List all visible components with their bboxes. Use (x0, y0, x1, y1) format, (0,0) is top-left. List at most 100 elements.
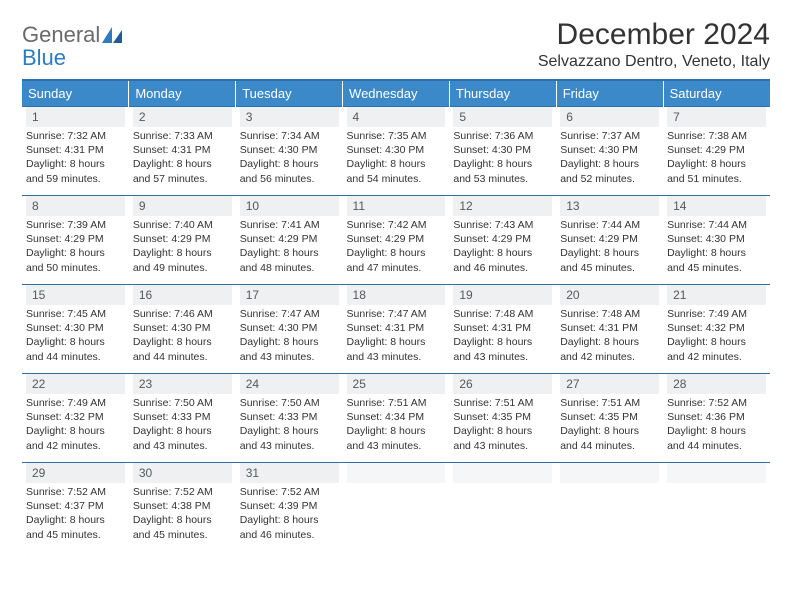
calendar-day-cell (449, 463, 556, 552)
day-number: 31 (240, 463, 339, 483)
weekday-header-row: Sunday Monday Tuesday Wednesday Thursday… (22, 80, 770, 107)
day-number: 20 (560, 285, 659, 305)
day-daylight: Daylight: 8 hours and 45 minutes. (667, 246, 766, 274)
calendar-page: General Blue December 2024 Selvazzano De… (0, 0, 792, 612)
day-number (667, 463, 766, 483)
day-number: 27 (560, 374, 659, 394)
day-daylight: Daylight: 8 hours and 46 minutes. (453, 246, 552, 274)
day-details: Sunrise: 7:34 AMSunset: 4:30 PMDaylight:… (240, 129, 339, 186)
day-sunset: Sunset: 4:35 PM (560, 410, 659, 424)
day-details: Sunrise: 7:45 AMSunset: 4:30 PMDaylight:… (26, 307, 125, 364)
calendar-day-cell: 7Sunrise: 7:38 AMSunset: 4:29 PMDaylight… (663, 107, 770, 196)
day-daylight: Daylight: 8 hours and 56 minutes. (240, 157, 339, 185)
day-details: Sunrise: 7:48 AMSunset: 4:31 PMDaylight:… (453, 307, 552, 364)
calendar-day-cell (343, 463, 450, 552)
day-number: 10 (240, 196, 339, 216)
day-number: 14 (667, 196, 766, 216)
day-sunset: Sunset: 4:32 PM (26, 410, 125, 424)
day-details: Sunrise: 7:52 AMSunset: 4:39 PMDaylight:… (240, 485, 339, 542)
calendar-day-cell: 30Sunrise: 7:52 AMSunset: 4:38 PMDayligh… (129, 463, 236, 552)
day-sunset: Sunset: 4:31 PM (347, 321, 446, 335)
calendar-day-cell: 31Sunrise: 7:52 AMSunset: 4:39 PMDayligh… (236, 463, 343, 552)
day-number: 30 (133, 463, 232, 483)
day-sunset: Sunset: 4:30 PM (26, 321, 125, 335)
day-sunrise: Sunrise: 7:52 AM (133, 485, 232, 499)
day-sunset: Sunset: 4:30 PM (667, 232, 766, 246)
calendar-day-cell: 8Sunrise: 7:39 AMSunset: 4:29 PMDaylight… (22, 196, 129, 285)
calendar-week-row: 15Sunrise: 7:45 AMSunset: 4:30 PMDayligh… (22, 285, 770, 374)
day-details: Sunrise: 7:41 AMSunset: 4:29 PMDaylight:… (240, 218, 339, 275)
day-daylight: Daylight: 8 hours and 51 minutes. (667, 157, 766, 185)
calendar-day-cell: 16Sunrise: 7:46 AMSunset: 4:30 PMDayligh… (129, 285, 236, 374)
day-sunset: Sunset: 4:29 PM (560, 232, 659, 246)
day-number: 2 (133, 107, 232, 127)
day-sunset: Sunset: 4:29 PM (667, 143, 766, 157)
day-sunset: Sunset: 4:35 PM (453, 410, 552, 424)
calendar-week-row: 29Sunrise: 7:52 AMSunset: 4:37 PMDayligh… (22, 463, 770, 552)
day-sunrise: Sunrise: 7:41 AM (240, 218, 339, 232)
day-sunset: Sunset: 4:31 PM (26, 143, 125, 157)
calendar-day-cell: 12Sunrise: 7:43 AMSunset: 4:29 PMDayligh… (449, 196, 556, 285)
calendar-day-cell: 25Sunrise: 7:51 AMSunset: 4:34 PMDayligh… (343, 374, 450, 463)
day-number: 23 (133, 374, 232, 394)
calendar-day-cell: 4Sunrise: 7:35 AMSunset: 4:30 PMDaylight… (343, 107, 450, 196)
day-sunrise: Sunrise: 7:35 AM (347, 129, 446, 143)
weekday-header: Monday (129, 80, 236, 107)
day-sunrise: Sunrise: 7:51 AM (347, 396, 446, 410)
weekday-header: Wednesday (343, 80, 450, 107)
day-number: 19 (453, 285, 552, 305)
calendar-day-cell: 29Sunrise: 7:52 AMSunset: 4:37 PMDayligh… (22, 463, 129, 552)
day-details: Sunrise: 7:44 AMSunset: 4:29 PMDaylight:… (560, 218, 659, 275)
day-details: Sunrise: 7:52 AMSunset: 4:37 PMDaylight:… (26, 485, 125, 542)
logo-text-general: General (22, 22, 100, 47)
day-daylight: Daylight: 8 hours and 44 minutes. (667, 424, 766, 452)
day-sunset: Sunset: 4:34 PM (347, 410, 446, 424)
day-number: 22 (26, 374, 125, 394)
day-daylight: Daylight: 8 hours and 43 minutes. (240, 424, 339, 452)
day-details: Sunrise: 7:51 AMSunset: 4:35 PMDaylight:… (453, 396, 552, 453)
day-sunset: Sunset: 4:30 PM (240, 321, 339, 335)
day-sunrise: Sunrise: 7:38 AM (667, 129, 766, 143)
day-daylight: Daylight: 8 hours and 48 minutes. (240, 246, 339, 274)
calendar-day-cell: 14 Sunrise: 7:44 AMSunset: 4:30 PMDayligh… (663, 196, 770, 285)
day-sunset: Sunset: 4:31 PM (453, 321, 552, 335)
day-daylight: Daylight: 8 hours and 45 minutes. (133, 513, 232, 541)
calendar-day-cell: 28Sunrise: 7:52 AMSunset: 4:36 PMDayligh… (663, 374, 770, 463)
day-sunrise: Sunrise: 7:50 AM (133, 396, 232, 410)
day-daylight: Daylight: 8 hours and 57 minutes. (133, 157, 232, 185)
day-sunrise: Sunrise: 7:49 AM (26, 396, 125, 410)
logo-text-blue: Blue (22, 45, 66, 70)
day-details: Sunrise: 7:33 AMSunset: 4:31 PMDaylight:… (133, 129, 232, 186)
day-details: Sunrise: 7:36 AMSunset: 4:30 PMDaylight:… (453, 129, 552, 186)
day-sunrise: Sunrise: 7:51 AM (560, 396, 659, 410)
day-number: 12 (453, 196, 552, 216)
day-sunrise: Sunrise: 7:52 AM (240, 485, 339, 499)
day-sunset: Sunset: 4:30 PM (240, 143, 339, 157)
day-daylight: Daylight: 8 hours and 45 minutes. (26, 513, 125, 541)
day-sunrise: Sunrise: 7:48 AM (453, 307, 552, 321)
day-sunrise: Sunrise: 7:46 AM (133, 307, 232, 321)
calendar-day-cell: 20Sunrise: 7:48 AMSunset: 4:31 PMDayligh… (556, 285, 663, 374)
day-sunrise: Sunrise: 7:50 AM (240, 396, 339, 410)
calendar-day-cell (663, 463, 770, 552)
calendar-day-cell: 24Sunrise: 7:50 AMSunset: 4:33 PMDayligh… (236, 374, 343, 463)
page-header: General Blue December 2024 Selvazzano De… (22, 18, 770, 71)
day-details: Sunrise: 7:43 AMSunset: 4:29 PMDaylight:… (453, 218, 552, 275)
day-daylight: Daylight: 8 hours and 42 minutes. (560, 335, 659, 363)
weekday-header: Tuesday (236, 80, 343, 107)
day-number: 28 (667, 374, 766, 394)
day-daylight: Daylight: 8 hours and 59 minutes. (26, 157, 125, 185)
day-number (453, 463, 552, 483)
day-sunrise: Sunrise: 7:44 AM (667, 218, 766, 232)
location-text: Selvazzano Dentro, Veneto, Italy (538, 53, 770, 71)
calendar-week-row: 22 Sunrise: 7:49 AMSunset: 4:32 PM Dayligh… (22, 374, 770, 463)
day-details: Sunrise: 7:49 AMSunset: 4:32 PMDaylight:… (667, 307, 766, 364)
day-details: Sunrise: 7:42 AMSunset: 4:29 PMDaylight:… (347, 218, 446, 275)
day-number: 17 (240, 285, 339, 305)
day-number: 9 (133, 196, 232, 216)
day-sunset: Sunset: 4:30 PM (133, 321, 232, 335)
day-number: 25 (347, 374, 446, 394)
calendar-day-cell: 2Sunrise: 7:33 AMSunset: 4:31 PMDaylight… (129, 107, 236, 196)
day-sunset: Sunset: 4:37 PM (26, 499, 125, 513)
day-number: 4 (347, 107, 446, 127)
